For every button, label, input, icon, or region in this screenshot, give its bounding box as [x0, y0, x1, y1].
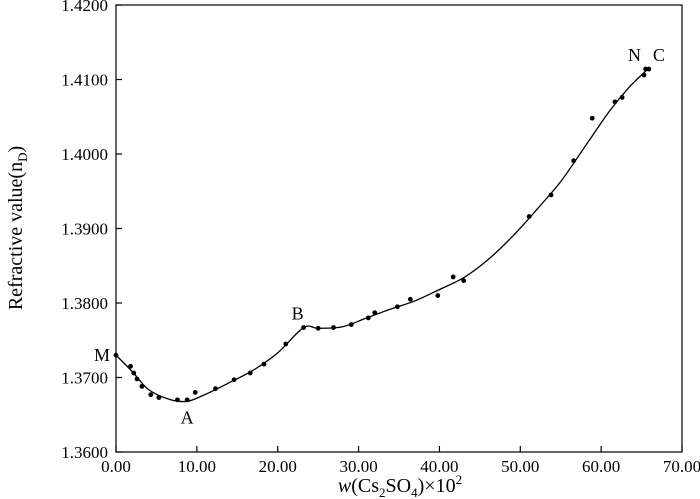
data-point	[175, 397, 180, 403]
y-tick-label: 1.3600	[61, 443, 108, 462]
data-point	[213, 386, 218, 392]
data-point	[184, 397, 190, 403]
data-point	[348, 322, 354, 328]
y-tick-label: 1.3900	[61, 220, 108, 239]
data-point	[571, 158, 577, 164]
y-tick-label: 1.4100	[61, 71, 108, 90]
y-tick-label: 1.3800	[61, 294, 108, 313]
y-axis-ticks: 1.3600 1.3700 1.3800 1.3900 1.4000 1.4100 1.42…	[61, 0, 122, 462]
data-point	[128, 363, 133, 369]
data-point	[461, 278, 467, 284]
point-annotations: M A B N C	[94, 45, 665, 427]
y-tick-label: 1.3700	[61, 369, 108, 388]
data-point	[192, 390, 198, 395]
fitted-curve	[115, 67, 650, 403]
data-point	[131, 370, 137, 376]
x-tick-label: 20.00	[259, 457, 297, 476]
data-point	[301, 325, 306, 330]
data-point	[450, 274, 456, 280]
data-point	[372, 310, 378, 316]
data-point	[113, 352, 119, 358]
data-point	[231, 377, 237, 383]
x-tick-label: 10.00	[178, 457, 216, 476]
annotation-m: M	[94, 345, 110, 365]
data-point	[283, 341, 289, 347]
data-point	[548, 192, 554, 198]
annotation-a: A	[181, 407, 194, 427]
data-point	[365, 315, 371, 321]
data-point	[148, 392, 154, 398]
data-point	[261, 361, 267, 367]
data-point	[331, 325, 336, 330]
data-point	[139, 384, 145, 389]
x-tick-label: 40.00	[420, 457, 458, 476]
y-tick-label: 1.4200	[61, 0, 108, 15]
data-points	[113, 66, 652, 403]
x-axis-title: w(Cs2SO4)×102	[338, 472, 462, 499]
data-point	[619, 94, 625, 100]
annotation-n: N	[628, 45, 641, 65]
data-point	[134, 376, 140, 382]
data-point	[394, 304, 400, 310]
x-tick-label: 60.00	[582, 457, 620, 476]
data-point	[407, 296, 413, 302]
data-point	[435, 293, 441, 298]
x-tick-label: 0.00	[101, 457, 131, 476]
annotation-b: B	[292, 304, 304, 324]
data-point	[612, 99, 618, 105]
x-axis-ticks: 0.00 10.00 20.00 30.00 40.00 50.00 60.00 70.00	[101, 446, 700, 476]
data-point	[315, 325, 321, 331]
x-tick-label: 30.00	[339, 457, 377, 476]
y-tick-label: 1.4000	[61, 145, 108, 164]
plot-frame	[115, 4, 683, 453]
x-tick-label: 50.00	[501, 457, 539, 476]
data-point	[589, 115, 595, 121]
data-point	[646, 66, 652, 72]
annotation-c: C	[653, 45, 665, 65]
x-tick-label: 70.00	[663, 457, 700, 476]
data-point	[247, 370, 253, 376]
data-point	[156, 395, 162, 401]
data-point	[526, 214, 532, 219]
data-point	[641, 72, 647, 78]
y-axis-title: Refractive value(nD)	[5, 146, 30, 310]
